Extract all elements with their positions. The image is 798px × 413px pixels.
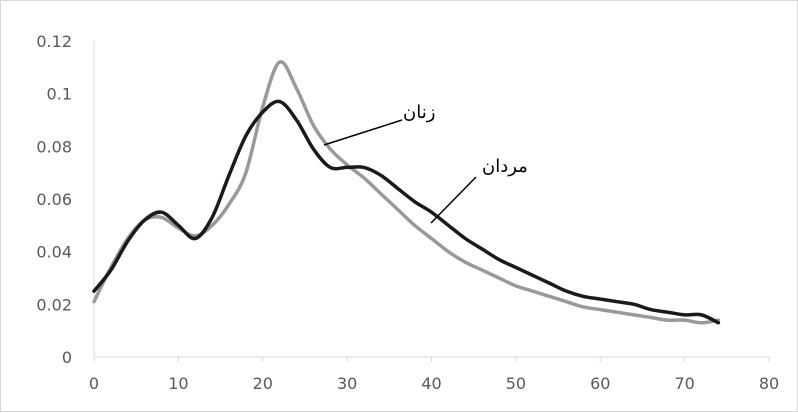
x-tick-label: 10: [168, 374, 188, 393]
y-tick-label: 0.06: [36, 190, 72, 209]
annotation-leader-line: [430, 176, 477, 224]
axes: [93, 41, 770, 362]
x-tick-label: 80: [759, 374, 779, 393]
x-axis-tick-labels: 0 10 20 30 40 50 60 70 80: [89, 374, 779, 393]
y-tick-label: 0.04: [36, 243, 72, 262]
y-tick-label: 0.12: [36, 32, 72, 51]
x-tick-label: 50: [506, 374, 526, 393]
series-lines: [92, 60, 721, 325]
annotation-label-men: مردان: [482, 156, 528, 177]
annotations: زنان مردان: [323, 102, 528, 224]
x-tick-label: 40: [421, 374, 441, 393]
x-tick-label: 30: [337, 374, 357, 393]
y-tick-label: 0.08: [36, 137, 72, 156]
y-tick-label: 0.1: [47, 85, 72, 104]
annotation-label-women: زنان: [403, 102, 435, 123]
x-tick-label: 0: [89, 374, 99, 393]
x-tick-label: 70: [674, 374, 694, 393]
series-line-men: [92, 99, 721, 325]
y-tick-label: 0: [62, 348, 72, 367]
y-tick-label: 0.02: [36, 295, 72, 314]
series-line-women: [92, 60, 721, 325]
y-axis-tick-labels: 0 0.02 0.04 0.06 0.08 0.1 0.12: [36, 32, 72, 367]
annotation-leader-line: [323, 119, 403, 146]
x-tick-label: 20: [253, 374, 273, 393]
x-tick-label: 60: [590, 374, 610, 393]
